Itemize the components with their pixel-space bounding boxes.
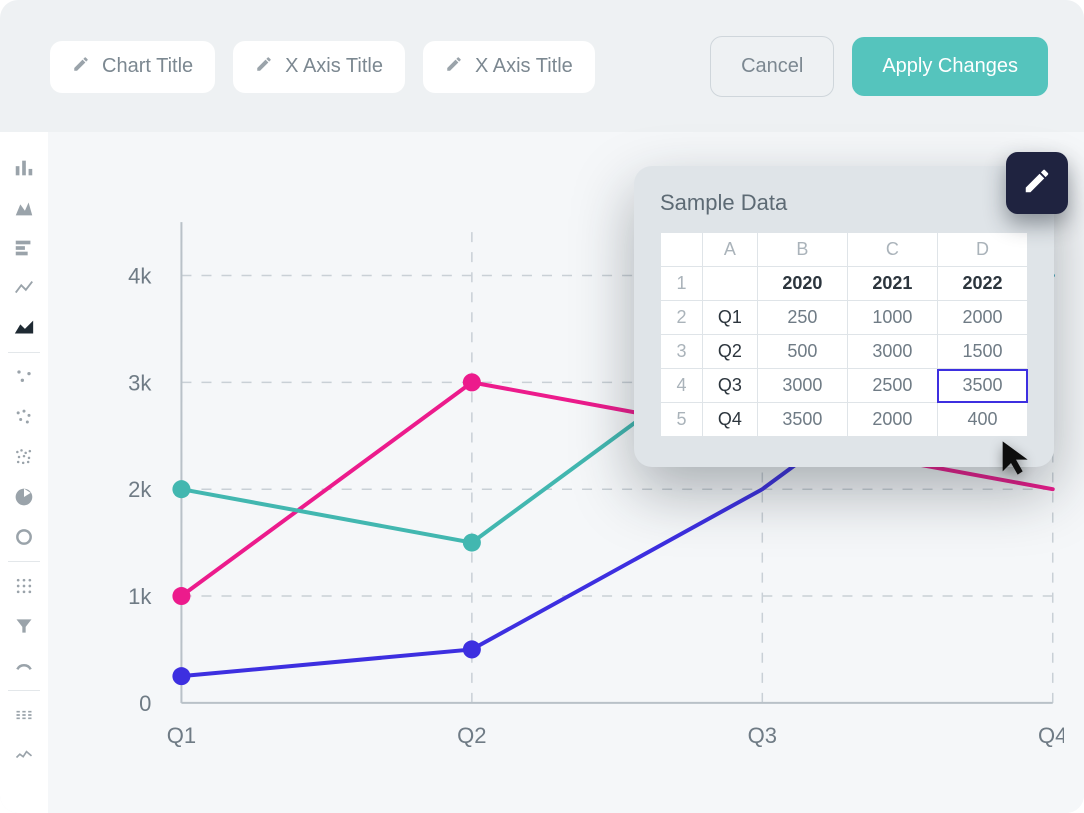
donut-icon[interactable] — [0, 517, 48, 557]
column-head[interactable]: B — [757, 233, 847, 267]
svg-text:Q1: Q1 — [167, 723, 196, 748]
area-chart-icon[interactable] — [0, 188, 48, 228]
apply-changes-button[interactable]: Apply Changes — [852, 37, 1048, 96]
pencil-icon — [445, 55, 463, 79]
funnel-icon[interactable] — [0, 606, 48, 646]
scatter-light-icon[interactable] — [0, 397, 48, 437]
edit-chart-title-button[interactable]: Chart Title — [50, 41, 215, 93]
sample-data-panel: Sample Data ABCD 1 202020212022 2Q12501000… — [634, 166, 1054, 467]
chart-type-sidebar — [0, 132, 48, 813]
data-cell[interactable]: 500 — [757, 335, 847, 369]
row-head[interactable]: 3 — [661, 335, 703, 369]
svg-text:Q2: Q2 — [457, 723, 486, 748]
sample-data-title: Sample Data — [660, 190, 1028, 216]
svg-text:Q3: Q3 — [748, 723, 777, 748]
bar-chart-icon[interactable] — [0, 148, 48, 188]
edit-x-axis-1-button[interactable]: X Axis Title — [233, 41, 405, 93]
data-cell[interactable]: 2500 — [847, 369, 937, 403]
scatter-dense-icon[interactable] — [0, 437, 48, 477]
row-head[interactable]: 5 — [661, 403, 703, 437]
hbar-icon[interactable] — [0, 228, 48, 268]
data-cell[interactable]: Q4 — [703, 403, 758, 437]
svg-text:Q4: Q4 — [1038, 723, 1064, 748]
edit-x-axis-1-label: X Axis Title — [285, 55, 383, 78]
svg-text:3k: 3k — [128, 370, 152, 395]
data-cell[interactable]: 3000 — [757, 369, 847, 403]
line-icon[interactable] — [0, 268, 48, 308]
edit-x-axis-2-label: X Axis Title — [475, 55, 573, 78]
column-head[interactable]: A — [703, 233, 758, 267]
row-head[interactable]: 4 — [661, 369, 703, 403]
data-grid[interactable]: ABCD 12020202120222Q1250100020003Q250030… — [660, 232, 1028, 437]
scatter-sparse-icon[interactable] — [0, 357, 48, 397]
svg-text:1k: 1k — [128, 584, 152, 609]
column-head[interactable]: D — [937, 233, 1027, 267]
spark-icon[interactable] — [0, 735, 48, 775]
data-cell[interactable] — [703, 267, 758, 301]
data-cell[interactable]: 250 — [757, 301, 847, 335]
edit-x-axis-2-button[interactable]: X Axis Title — [423, 41, 595, 93]
row-head[interactable]: 2 — [661, 301, 703, 335]
column-head[interactable]: C — [847, 233, 937, 267]
data-cell[interactable]: Q1 — [703, 301, 758, 335]
dot-matrix-icon[interactable] — [0, 566, 48, 606]
content-area: 01k2k3k4kQ1Q2Q3Q4 Sample Data ABCD 12020… — [0, 132, 1084, 813]
pencil-icon — [72, 55, 90, 79]
data-cell[interactable]: 3500 — [757, 403, 847, 437]
svg-text:2k: 2k — [128, 477, 152, 502]
svg-text:4k: 4k — [128, 264, 152, 289]
data-cell[interactable]: 2000 — [937, 301, 1027, 335]
edit-chart-title-label: Chart Title — [102, 55, 193, 78]
area-filled-icon[interactable] — [0, 308, 48, 348]
data-cell[interactable]: 1000 — [847, 301, 937, 335]
gauge-icon[interactable] — [0, 646, 48, 686]
edit-data-button[interactable] — [1006, 152, 1068, 214]
data-cell[interactable]: Q2 — [703, 335, 758, 369]
app-frame: Chart Title X Axis Title X Axis Title Ca… — [0, 0, 1084, 813]
data-cell[interactable]: 2020 — [757, 267, 847, 301]
data-cell[interactable]: 2022 — [937, 267, 1027, 301]
data-cell[interactable]: 2000 — [847, 403, 937, 437]
svg-text:0: 0 — [139, 691, 151, 716]
row-head[interactable]: 1 — [661, 267, 703, 301]
pie-icon[interactable] — [0, 477, 48, 517]
streak-icon[interactable] — [0, 695, 48, 735]
data-cell[interactable]: 3500 — [937, 369, 1027, 403]
data-cell[interactable]: 3000 — [847, 335, 937, 369]
pencil-icon — [1022, 166, 1052, 201]
pencil-icon — [255, 55, 273, 79]
data-cell[interactable]: 400 — [937, 403, 1027, 437]
cancel-button[interactable]: Cancel — [710, 36, 834, 97]
toolbar: Chart Title X Axis Title X Axis Title Ca… — [0, 0, 1084, 121]
data-cell[interactable]: 2021 — [847, 267, 937, 301]
data-cell[interactable]: 1500 — [937, 335, 1027, 369]
data-cell[interactable]: Q3 — [703, 369, 758, 403]
